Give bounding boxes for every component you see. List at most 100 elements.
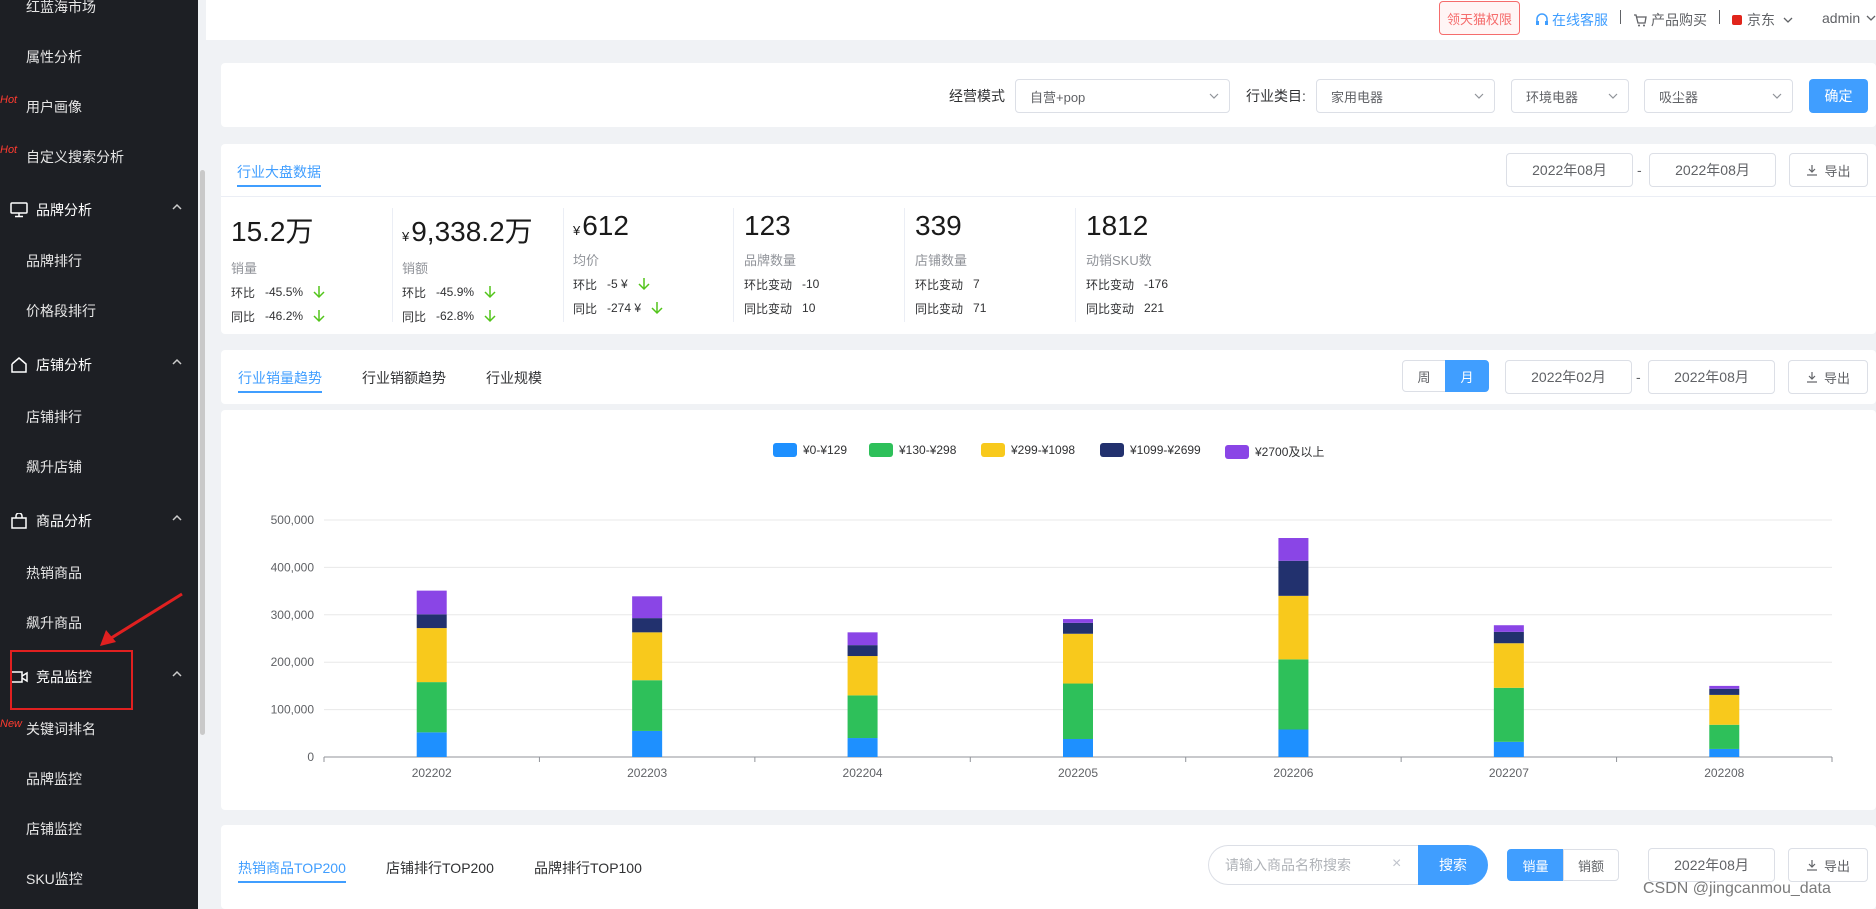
bar-segment [1278, 560, 1309, 596]
bar-segment [847, 695, 878, 739]
product-search-input[interactable]: 请输入商品名称搜索 [1208, 845, 1418, 885]
chevron-down-icon [1608, 93, 1618, 99]
tmall-permission-tag[interactable]: 领天猫权限 [1439, 1, 1520, 35]
sidebar-item-red-blue-market[interactable]: 红蓝海市场 [26, 0, 96, 15]
sidebar-item-rising-products[interactable]: 飙升商品 [26, 615, 82, 631]
bar-segment [1063, 633, 1093, 684]
y-tick-label: 500,000 [271, 513, 315, 527]
legend-item[interactable]: ¥299-¥1098 [981, 443, 1075, 457]
ranking-export-button[interactable]: 导出 [1788, 848, 1868, 882]
sidebar-item-sku-monitor[interactable]: SKU监控 [26, 871, 83, 887]
top-bar [206, 0, 1876, 40]
category-select-1[interactable]: 家用电器 [1316, 79, 1495, 113]
user-menu[interactable]: admin [1822, 10, 1876, 26]
arrow-down-icon [313, 310, 325, 323]
tab-sales-trend[interactable]: 行业销量趋势 [238, 368, 322, 393]
tab-amount-trend[interactable]: 行业销额趋势 [362, 370, 446, 386]
tab-store-ranking-top200[interactable]: 店铺排行TOP200 [386, 860, 494, 876]
legend-item[interactable]: ¥130-¥298 [869, 443, 956, 457]
y-tick-label: 400,000 [271, 560, 315, 574]
divider [733, 208, 734, 322]
overview-export-button[interactable]: 导出 [1789, 153, 1868, 187]
legend-item[interactable]: ¥1099-¥2699 [1100, 443, 1201, 457]
sales-volume-toggle[interactable]: 销量 [1507, 849, 1564, 881]
y-tick-label: 0 [307, 750, 314, 764]
sidebar-item-attribute-analysis[interactable]: 属性分析 [26, 49, 82, 65]
x-tick-label: 202203 [627, 766, 667, 780]
sidebar-item-user-profile[interactable]: 用户画像 [26, 99, 82, 115]
range-separator: - [1636, 369, 1641, 385]
annotation-highlight [10, 592, 183, 710]
sales-amount-toggle[interactable]: 销额 [1563, 849, 1619, 881]
search-button[interactable]: 搜索 [1418, 845, 1488, 885]
divider [563, 208, 564, 322]
bar-segment [847, 632, 878, 646]
overview-date-from[interactable]: 2022年08月 [1506, 153, 1633, 187]
category-select-3[interactable]: 吸尘器 [1644, 79, 1793, 113]
bar-segment [847, 645, 878, 657]
overview-date-to[interactable]: 2022年08月 [1649, 153, 1776, 187]
bag-icon [10, 512, 30, 529]
arrow-down-icon [484, 310, 496, 323]
bar-segment [1278, 595, 1309, 660]
divider [221, 196, 1876, 197]
bar-segment [1278, 729, 1309, 757]
sidebar-item-keyword-ranking[interactable]: 关键词排名 [26, 721, 96, 737]
metric-label: 店铺数量 [915, 253, 968, 268]
trend-date-to[interactable]: 2022年08月 [1648, 360, 1775, 394]
trend-export-button[interactable]: 导出 [1788, 360, 1868, 394]
category-select-2[interactable]: 环境电器 [1511, 79, 1629, 113]
metric-label: 销量 [231, 261, 258, 276]
sidebar-group-product-analysis[interactable]: 商品分析 [10, 511, 198, 531]
sidebar-group-brand-analysis[interactable]: 品牌分析 [10, 200, 198, 220]
ranking-date[interactable]: 2022年08月 [1648, 848, 1775, 882]
bar-segment [1493, 631, 1524, 644]
mode-select[interactable]: 自营+pop [1015, 79, 1230, 113]
product-purchase-link[interactable]: 产品购买 [1633, 10, 1707, 30]
sidebar-item-price-ranking[interactable]: 价格段排行 [26, 303, 96, 319]
metric-avg-price: ¥612 均价 环比 -5 ¥ 同比 -274 ¥ [573, 210, 663, 317]
chevron-down-icon [1209, 93, 1219, 99]
metric-sales-volume: 15.2万 销量 环比 -45.5% 同比 -46.2% [231, 210, 325, 325]
confirm-button[interactable]: 确定 [1809, 79, 1868, 113]
sidebar-item-store-ranking[interactable]: 店铺排行 [26, 409, 82, 425]
chevron-down-icon [1772, 93, 1782, 99]
sidebar-item-brand-monitor[interactable]: 品牌监控 [26, 771, 82, 787]
tab-hot-products-top200[interactable]: 热销商品TOP200 [238, 858, 346, 883]
bar-segment [1709, 688, 1740, 695]
sidebar-scrollbar[interactable] [200, 170, 205, 735]
bar-segment [416, 628, 447, 683]
month-toggle[interactable]: 月 [1445, 360, 1489, 392]
metric-value: 15.2万 [231, 216, 314, 247]
download-icon [1807, 165, 1818, 176]
platform-select[interactable]: 京东 [1731, 10, 1793, 30]
sidebar-item-brand-ranking[interactable]: 品牌排行 [26, 253, 82, 269]
home-icon [10, 357, 30, 373]
divider [392, 208, 393, 322]
sidebar-item-rising-stores[interactable]: 飙升店铺 [26, 459, 82, 475]
legend-item[interactable]: ¥2700及以上 [1225, 443, 1324, 460]
bar-segment [632, 730, 663, 757]
sidebar-group-store-analysis[interactable]: 店铺分析 [10, 355, 198, 375]
download-icon [1806, 860, 1817, 871]
clear-icon[interactable]: × [1392, 855, 1402, 872]
sidebar-item-hot-products[interactable]: 热销商品 [26, 565, 82, 581]
bar-segment [416, 614, 447, 629]
online-service-link[interactable]: 在线客服 [1535, 10, 1608, 30]
separator [1719, 10, 1720, 24]
x-tick-label: 202206 [1273, 766, 1313, 780]
week-toggle[interactable]: 周 [1402, 360, 1446, 392]
new-tag: New [0, 718, 23, 730]
trend-date-from[interactable]: 2022年02月 [1505, 360, 1632, 394]
x-tick-label: 202204 [843, 766, 883, 780]
sidebar-item-store-monitor[interactable]: 店铺监控 [26, 821, 82, 837]
tab-industry-scale[interactable]: 行业规模 [486, 370, 542, 386]
legend-item[interactable]: ¥0-¥129 [773, 443, 847, 457]
tab-brand-ranking-top100[interactable]: 品牌排行TOP100 [534, 860, 642, 876]
sidebar-item-custom-search[interactable]: 自定义搜索分析 [26, 149, 124, 165]
separator [1620, 10, 1621, 24]
tab-industry-overview[interactable]: 行业大盘数据 [237, 162, 321, 187]
sidebar: 红蓝海市场 属性分析 Hot 用户画像 Hot 自定义搜索分析 品牌分析 品牌排… [0, 0, 198, 909]
bar-segment [1278, 659, 1309, 730]
metric-value: 339 [915, 210, 962, 241]
